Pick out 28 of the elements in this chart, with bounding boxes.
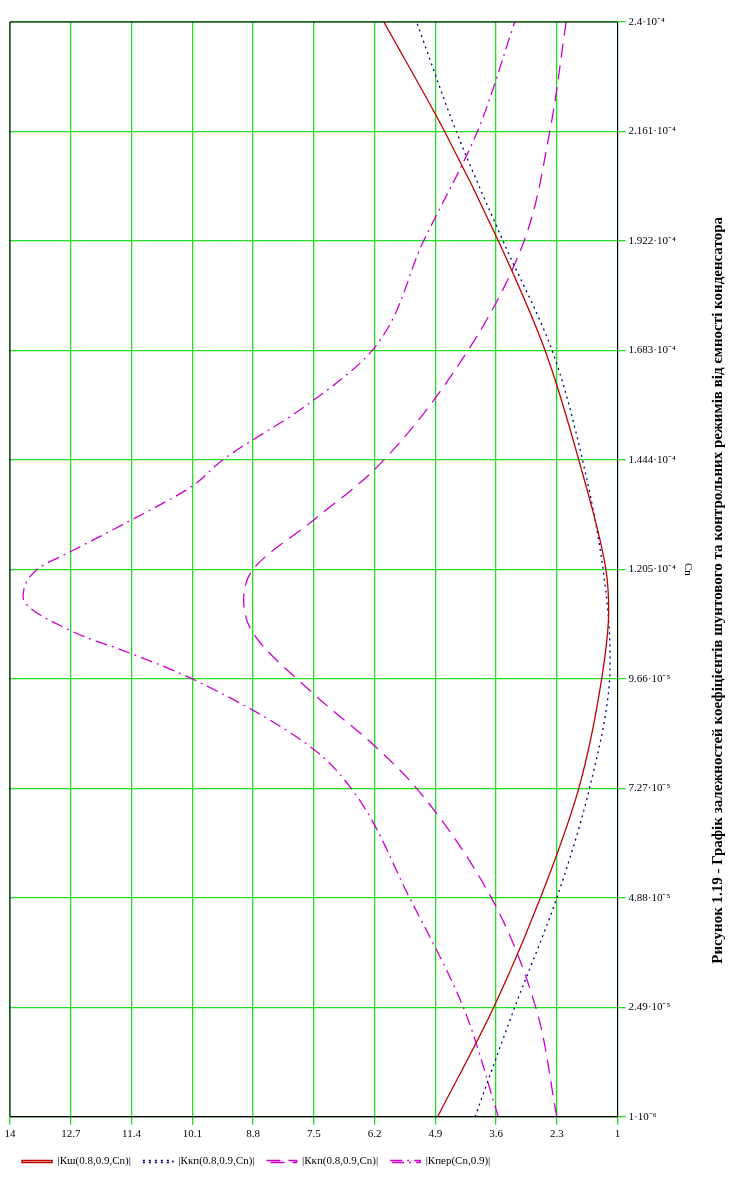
y-tick-label: 9.66·10⁻⁵ — [628, 671, 671, 684]
x-tick-label: 12.7 — [61, 1127, 81, 1140]
x-tick-label: 3.6 — [489, 1127, 504, 1140]
y-tick-label: 4.88·10⁻⁵ — [628, 890, 671, 903]
legend-label: |Ккп(0.8,0.9,Cn)| — [178, 1154, 255, 1168]
y-tick-label: 2.161·10⁻⁴ — [628, 124, 676, 137]
x-tick-label: 14 — [4, 1127, 16, 1140]
legend-label: |Ккп(0.8,0.9,Cn)| — [302, 1154, 379, 1168]
text: Рисунок 1.19 - Графік залежностей коефіцієнтів шунтового та контрольних режимів від ємності конденсатора — [708, 217, 726, 964]
x-tick-label: 11.4 — [122, 1127, 142, 1140]
y-tick-label: 1·10⁻⁶ — [628, 1109, 657, 1122]
y-tick-label: 1.205·10⁻⁴ — [628, 562, 676, 575]
y-tick-label: 7.27·10⁻⁵ — [628, 781, 671, 794]
y-tick-label: 2.49·10⁻⁵ — [628, 1000, 671, 1013]
x-tick-label: 4.9 — [428, 1127, 443, 1140]
x-tick-label: 8.8 — [246, 1127, 261, 1140]
legend-label: |Кпер(Cn,0.9)| — [425, 1154, 491, 1168]
x-tick-label: 2.3 — [549, 1127, 565, 1140]
y-tick-label: 1.683·10⁻⁴ — [628, 343, 676, 356]
y-tick-label: 1.444·10⁻⁴ — [628, 452, 676, 465]
x-tick-label: 10.1 — [182, 1127, 202, 1140]
y-tick-label: 1.922·10⁻⁴ — [628, 233, 676, 246]
x-tick-label: 1 — [614, 1127, 621, 1140]
y-axis-title: Cn — [682, 562, 695, 577]
y-tick-label: 2.4·10⁻⁴ — [628, 14, 665, 27]
x-tick-label: 6.2 — [367, 1127, 382, 1140]
x-tick-label: 7.5 — [306, 1127, 322, 1140]
legend-label: |Кш(0.8,0.9,Cn)| — [57, 1154, 131, 1168]
